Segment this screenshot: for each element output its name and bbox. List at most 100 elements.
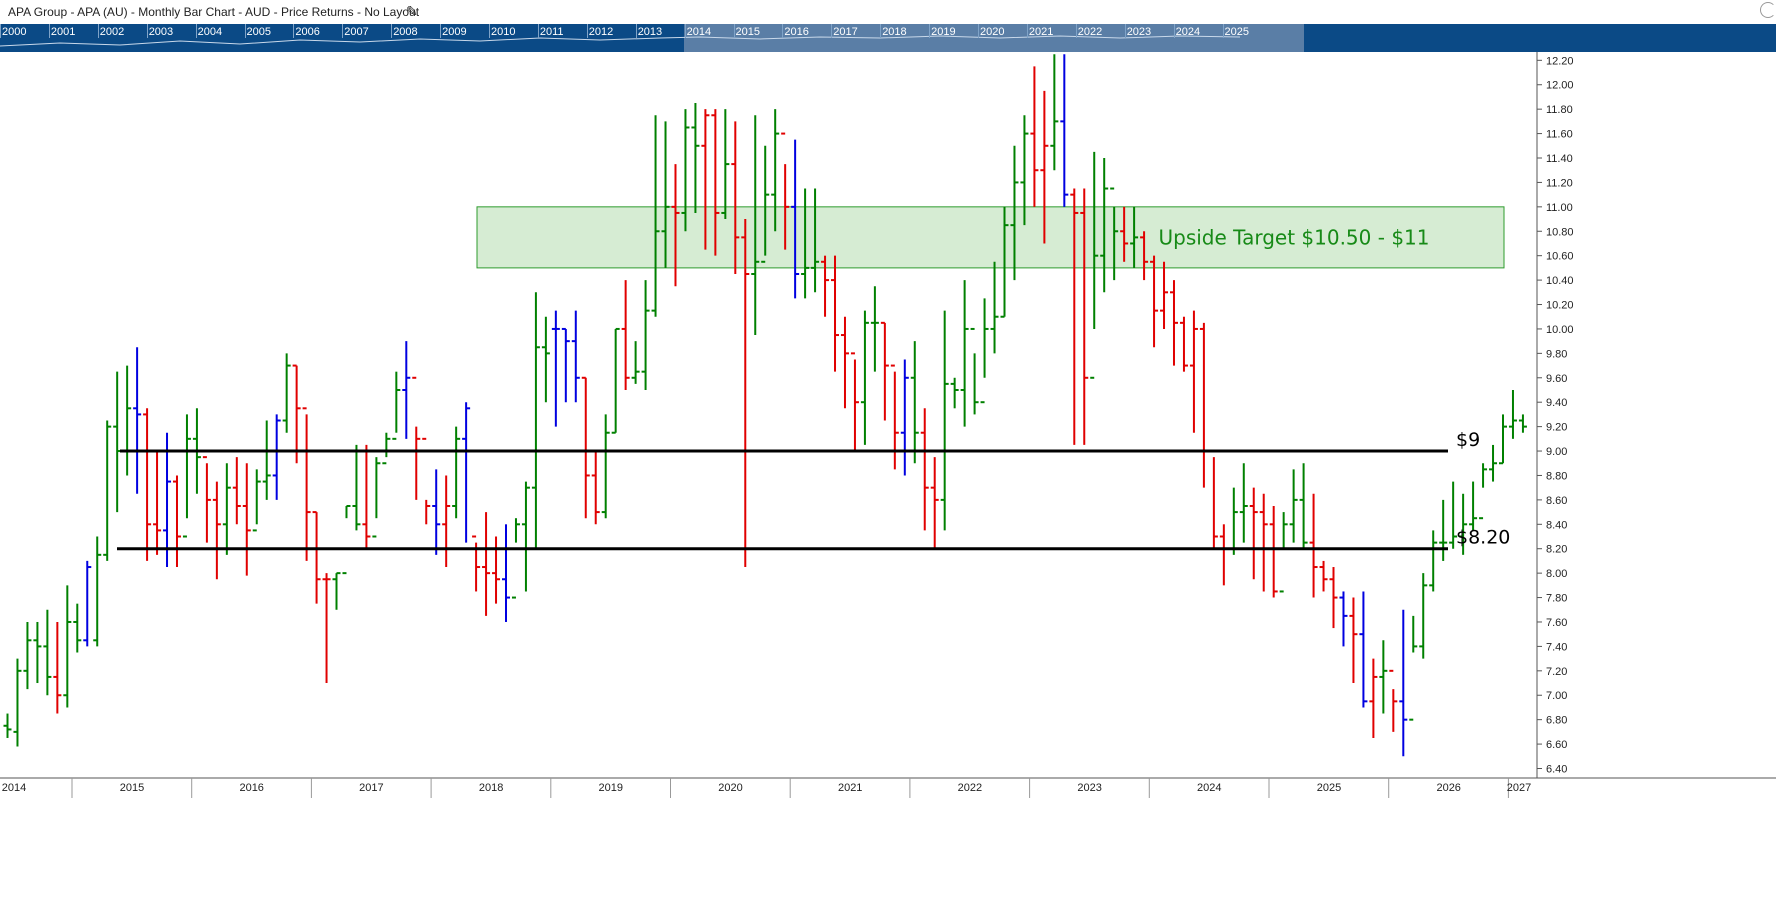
navigator-year-tick: [586, 24, 588, 38]
navigator-year-label: 2016: [784, 26, 809, 38]
x-tick-label: 2024: [1197, 782, 1221, 794]
y-tick-label: 9.60: [1546, 373, 1567, 385]
y-tick-label: 11.20: [1546, 177, 1573, 189]
y-tick-label: 6.80: [1546, 715, 1567, 727]
navigator-year-tick: [1026, 24, 1028, 38]
y-tick-label: 6.60: [1546, 739, 1567, 751]
y-tick-label: 10.80: [1546, 226, 1574, 238]
y-tick-label: 10.60: [1546, 251, 1574, 263]
navigator-year-tick: [635, 24, 637, 38]
navigator-year-label: 2019: [931, 26, 956, 38]
x-tick-label: 2022: [958, 782, 982, 794]
navigator-year-tick: [1173, 24, 1175, 38]
navigator-year-label: 2010: [491, 26, 516, 38]
y-tick-label: 9.00: [1546, 446, 1567, 458]
navigator-year-label: 2000: [2, 26, 27, 38]
navigator-year-tick: [831, 24, 833, 38]
navigator-year-label: 2005: [246, 26, 271, 38]
navigator-year-label: 2017: [833, 26, 858, 38]
y-tick-label: 7.80: [1546, 593, 1567, 605]
navigator-year-label: 2020: [980, 26, 1005, 38]
x-tick-label: 2026: [1436, 782, 1460, 794]
navigator-year-tick: [684, 24, 686, 38]
navigator-year-tick: [440, 24, 442, 38]
navigator-year-tick: [1075, 24, 1077, 38]
navigator-year-label: 2007: [344, 26, 369, 38]
navigator-year-tick: [195, 24, 197, 38]
pencil-icon[interactable]: ✎: [406, 3, 418, 19]
navigator-year-label: 2006: [295, 26, 320, 38]
y-tick-label: 8.00: [1546, 568, 1567, 580]
y-tick-label: 10.00: [1546, 324, 1574, 336]
navigator-year-label: 2011: [539, 26, 564, 38]
y-tick-label: 9.80: [1546, 348, 1567, 360]
navigator-year-tick: [978, 24, 979, 38]
navigator-year-tick: [146, 24, 148, 38]
navigator-year-tick: [782, 24, 784, 38]
navigator-year-tick: [48, 24, 50, 38]
y-tick-label: 9.40: [1546, 397, 1567, 409]
navigator-year-tick: [1124, 24, 1126, 38]
y-tick-label: 7.20: [1546, 666, 1567, 678]
y-tick-label: 6.40: [1546, 764, 1567, 776]
navigator-year-label: 2009: [442, 26, 467, 38]
y-tick-label: 7.40: [1546, 641, 1567, 653]
x-tick-label: 2018: [479, 782, 503, 794]
upside-target-zone: [476, 206, 1505, 269]
y-tick-label: 10.20: [1546, 300, 1574, 312]
upside-target-label: Upside Target $10.50 - $11: [1159, 225, 1430, 249]
navigator-year-label: 2002: [99, 26, 125, 38]
x-tick-label: 2023: [1077, 782, 1101, 794]
navigator-year-label: 2014: [686, 26, 712, 38]
y-tick-label: 12.00: [1546, 80, 1574, 92]
navigator-year-tick: [244, 24, 246, 38]
navigator-year-label: 2024: [1175, 26, 1201, 38]
price-chart[interactable]: 6.40 6.60 6.80 7.00 7.20 7.40 7.60 7.80 8.00 8.20…: [0, 52, 1776, 909]
y-tick-label: 7.60: [1546, 617, 1567, 629]
x-tick-label: 2019: [599, 782, 623, 794]
y-tick-label: 8.80: [1546, 470, 1567, 482]
chart-window-title: APA Group - APA (AU) - Monthly Bar Chart…: [8, 5, 420, 19]
support-line-label: $8.20: [1456, 527, 1510, 549]
navigator-year-label: 2021: [1028, 26, 1054, 38]
navigator-year-tick: [1222, 24, 1224, 38]
y-tick-label: 11.60: [1546, 129, 1573, 141]
window-titlebar: APA Group - APA (AU) - Monthly Bar Chart…: [0, 0, 1776, 25]
x-tick-label: 2017: [359, 782, 383, 794]
navigator-sparkline: [0, 35, 1241, 47]
y-tick-label: 8.60: [1546, 495, 1567, 507]
support-line-label: $9: [1456, 429, 1480, 451]
x-tick-label: 2021: [838, 782, 862, 794]
x-tick-label: 2027: [1507, 782, 1531, 794]
navigator-year-tick: [489, 24, 490, 38]
navigator-year-label: 2012: [588, 26, 614, 38]
x-tick-label: 2015: [120, 782, 144, 794]
navigator-year-label: 2022: [1077, 26, 1103, 38]
y-tick-label: 10.40: [1546, 275, 1574, 287]
chart-navigator[interactable]: 2000 2001 2002 2003 2004 2005 2006 2007 2008 2009…: [0, 24, 1776, 52]
x-tick-label: 2025: [1317, 782, 1341, 794]
y-tick-label: 9.20: [1546, 422, 1567, 434]
navigator-year-label: 2004: [197, 26, 223, 38]
navigator-year-label: 2013: [637, 26, 663, 38]
x-tick-label: 2016: [239, 782, 263, 794]
navigator-year-tick: [880, 24, 882, 38]
navigator-year-tick: [929, 24, 931, 38]
navigator-year-label: 2015: [735, 26, 760, 38]
y-tick-label: 7.00: [1546, 690, 1567, 702]
navigator-year-tick: [537, 24, 539, 38]
scroll-arrow-icon[interactable]: [1760, 2, 1776, 18]
navigator-year-label: 2018: [882, 26, 907, 38]
x-tick-label: 2014: [2, 782, 26, 794]
y-tick-label: 8.20: [1546, 544, 1567, 556]
navigator-year-label: 2001: [50, 26, 76, 38]
y-tick-label: 12.20: [1546, 55, 1574, 67]
y-tick-label: 11.80: [1546, 104, 1573, 116]
navigator-year-label: 2023: [1126, 26, 1152, 38]
y-tick-label: 11.00: [1546, 202, 1573, 214]
navigator-year-tick: [293, 24, 295, 38]
navigator-year-tick: [391, 24, 393, 38]
navigator-year-tick: [342, 24, 344, 38]
y-tick-label: 8.40: [1546, 519, 1567, 531]
navigator-year-label: 2003: [148, 26, 174, 38]
